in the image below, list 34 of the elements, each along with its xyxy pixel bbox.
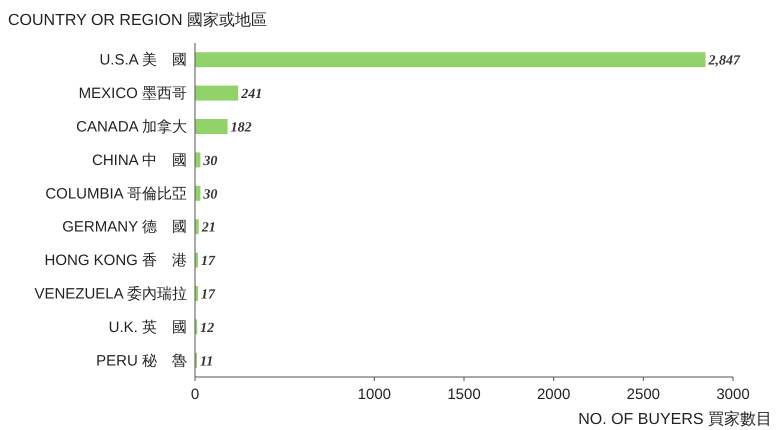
bar [195,86,238,101]
bar [195,119,228,134]
y-axis-title: COUNTRY OR REGION 國家或地區 [8,11,267,29]
y-tick-label: VENEZUELA 委內瑞拉 [34,286,187,302]
x-tick-label: 3000 [716,386,750,403]
data-label: 182 [230,120,252,136]
data-label: 30 [202,154,218,169]
bar [195,219,199,234]
y-tick-label: CHINA 中 國 [92,152,187,169]
y-tick-label: HONG KONG 香 港 [44,252,187,270]
bar [195,186,200,201]
data-label: 21 [200,220,216,236]
bar [195,52,706,68]
y-tick-label: MEXICO 墨西哥 [78,85,187,102]
bar [195,152,200,168]
x-tick-label: 1000 [358,386,392,403]
data-label: 30 [202,187,218,202]
y-tick-label: CANADA 加拿大 [76,118,187,136]
y-tick-label: COLUMBIA 哥倫比亞 [45,185,187,202]
data-label: 241 [240,87,262,102]
data-label: 17 [201,254,216,270]
x-tick-label: 1500 [447,386,481,403]
data-label: 12 [200,320,214,336]
y-tick-label: GERMANY 德 國 [62,218,187,236]
data-label: 2,847 [708,54,742,69]
x-tick-label: 2000 [536,386,570,403]
y-tick-label: U.K. 英 國 [108,318,187,336]
y-tick-label: U.S.A 美 國 [99,52,187,69]
x-tick-label: 2500 [626,386,660,403]
y-tick-label: PERU 秘 魯 [96,352,187,370]
x-axis-title: NO. OF BUYERS 買家數目 [578,410,772,428]
data-label: 11 [200,354,214,370]
data-label: 17 [201,288,216,302]
x-tick-label: 0 [190,386,200,403]
